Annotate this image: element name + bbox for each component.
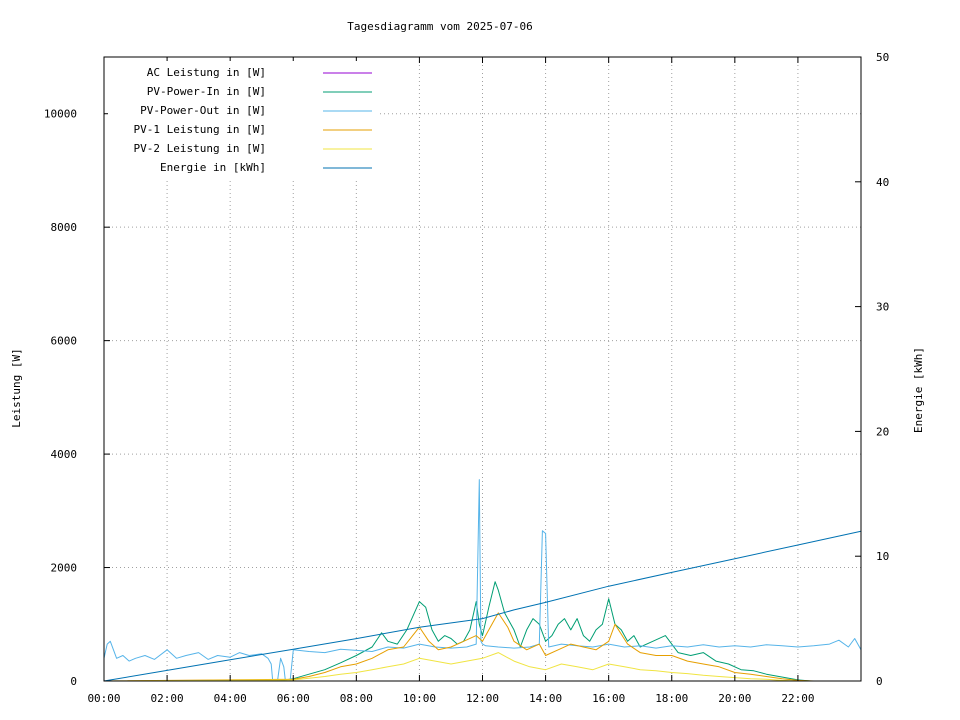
x-tick-label: 18:00 — [655, 692, 688, 705]
y2-tick-label: 50 — [876, 51, 889, 64]
x-tick-label: 22:00 — [781, 692, 814, 705]
y-tick-label: 4000 — [51, 448, 78, 461]
y-tick-label: 8000 — [51, 221, 78, 234]
x-tick-label: 00:00 — [87, 692, 120, 705]
y2-tick-label: 40 — [876, 176, 889, 189]
legend-label: AC Leistung in [W] — [147, 66, 266, 79]
series-line-2 — [104, 581, 861, 682]
y2-tick-label: 30 — [876, 301, 889, 314]
y-tick-label: 2000 — [51, 562, 78, 575]
x-tick-label: 20:00 — [718, 692, 751, 705]
x-tick-label: 12:00 — [466, 692, 499, 705]
axis-ticks: 00:00 02:00 04:00 06:00 08:00 10:00 12:00 14:00… — [44, 51, 889, 705]
series-line-6 — [103, 530, 862, 682]
x-tick-label: 08:00 — [340, 692, 373, 705]
series-line-5 — [103, 652, 861, 682]
series-line-4 — [103, 612, 861, 682]
legend-background — [108, 61, 380, 179]
x-tick-label: 16:00 — [592, 692, 625, 705]
x-tick-label: 04:00 — [214, 692, 247, 705]
y2-axis-label: Energie [kWh] — [912, 347, 925, 433]
y-tick-label: 6000 — [51, 335, 78, 348]
y-axis-label: Leistung [W] — [10, 348, 23, 427]
y-tick-label: 10000 — [44, 108, 77, 121]
x-tick-label: 02:00 — [151, 692, 184, 705]
legend-label: PV-Power-In in [W] — [147, 85, 266, 98]
x-tick-label: 10:00 — [403, 692, 436, 705]
legend: AC Leistung in [W] PV-Power-In in [W] PV-P… — [108, 61, 380, 179]
y-tick-label: 0 — [70, 675, 77, 688]
x-tick-label: 14:00 — [529, 692, 562, 705]
legend-label: PV-2 Leistung in [W] — [134, 142, 266, 155]
legend-label: PV-1 Leistung in [W] — [134, 123, 266, 136]
legend-label: PV-Power-Out in [W] — [140, 104, 266, 117]
chart-title: Tagesdiagramm vom 2025-07-06 — [347, 20, 532, 33]
legend-label: Energie in [kWh] — [160, 161, 266, 174]
y2-tick-label: 0 — [876, 675, 883, 688]
y2-tick-label: 20 — [876, 425, 889, 438]
x-tick-label: 06:00 — [277, 692, 310, 705]
y2-tick-label: 10 — [876, 550, 889, 563]
